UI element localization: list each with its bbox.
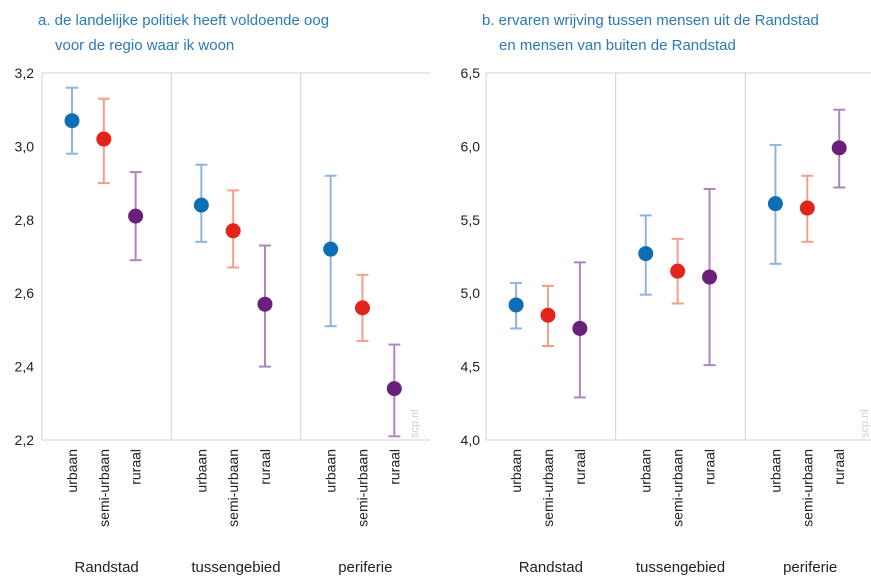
panel-a-category-label: urbaan [64, 449, 80, 493]
panel-a-group-label: periferie [338, 559, 392, 576]
panel-b-data-point [508, 297, 524, 313]
watermark-panel-b: scp.nl [859, 409, 871, 438]
panel-b-category-label: semi-urbaan [670, 449, 686, 527]
panel-b-data-point [831, 140, 847, 156]
panel-a-y-tick-label: 2,8 [15, 212, 35, 228]
watermark-panel-a: scp.nl [409, 409, 421, 438]
panel-a-y-tick-label: 2,2 [15, 432, 35, 448]
panel-b-category-label: semi-urbaan [799, 449, 815, 527]
panel-a-category-label: ruraal [128, 449, 144, 485]
panel-b-title-line-1: b. ervaren wrijving tussen mensen uit de… [482, 12, 819, 29]
panel-a-title-line-1: a. de landelijke politiek heeft voldoend… [38, 12, 329, 29]
panel-b-group-label: tussengebied [636, 559, 725, 576]
panel-b-y-tick-label: 4,5 [461, 359, 481, 375]
panel-b-category-label: ruraal [702, 449, 718, 485]
panel-a-data-point [386, 381, 402, 397]
panel-a-data-point [354, 300, 370, 316]
panel-b-data-point [767, 196, 783, 212]
panel-a-data-point [128, 208, 144, 224]
panel-a-y-tick-label: 3,0 [15, 138, 35, 154]
panel-b-category-label: urbaan [508, 449, 524, 493]
panel-a-data-point [193, 197, 209, 213]
panel-a-data-point [64, 113, 80, 129]
panel-a-category-label: semi-urbaan [96, 449, 112, 527]
panel-b-data-point [670, 263, 686, 279]
panel-a: a. de landelijke politiek heeft voldoend… [15, 12, 430, 576]
panel-a-data-point [257, 296, 273, 312]
panel-a-category-label: semi-urbaan [225, 449, 241, 527]
panel-b-category-label: urbaan [638, 449, 654, 493]
panel-b-title-line-2: en mensen van buiten de Randstad [499, 37, 736, 54]
panel-b-data-point [572, 320, 588, 336]
panel-a-y-tick-label: 3,2 [15, 65, 35, 81]
panel-a-category-label: ruraal [386, 449, 402, 485]
panel-a-category-label: ruraal [257, 449, 273, 485]
panel-b-y-tick-label: 6,5 [461, 65, 481, 81]
panel-b-group-label: periferie [783, 559, 837, 576]
panel-b-data-point [799, 200, 815, 216]
panel-b-category-label: ruraal [572, 449, 588, 485]
panel-b-y-tick-label: 6,0 [461, 138, 481, 154]
panel-a-group-label: Randstad [75, 559, 139, 576]
panel-b-data-point [702, 269, 718, 285]
panel-a-data-point [96, 131, 112, 147]
panel-b: b. ervaren wrijving tussen mensen uit de… [461, 12, 871, 576]
panel-b-category-label: ruraal [831, 449, 847, 485]
panel-b-group-label: Randstad [519, 559, 583, 576]
panel-b-data-point [638, 246, 654, 262]
panel-b-y-tick-label: 5,0 [461, 285, 481, 301]
panel-b-y-tick-label: 5,5 [461, 212, 481, 228]
panel-a-y-tick-label: 2,6 [15, 285, 35, 301]
panel-a-y-tick-label: 2,4 [15, 359, 35, 375]
panel-a-category-label: urbaan [323, 449, 339, 493]
panel-a-category-label: semi-urbaan [354, 449, 370, 527]
panel-b-category-label: semi-urbaan [540, 449, 556, 527]
panel-a-category-label: urbaan [193, 449, 209, 493]
panel-b-category-label: urbaan [767, 449, 783, 493]
panel-a-title-line-2: voor de regio waar ik woon [55, 37, 234, 54]
panel-b-data-point [540, 307, 556, 323]
panel-a-group-label: tussengebied [191, 559, 280, 576]
panel-b-y-tick-label: 4,0 [461, 432, 481, 448]
panel-a-data-point [323, 241, 339, 257]
panel-a-data-point [225, 223, 241, 239]
